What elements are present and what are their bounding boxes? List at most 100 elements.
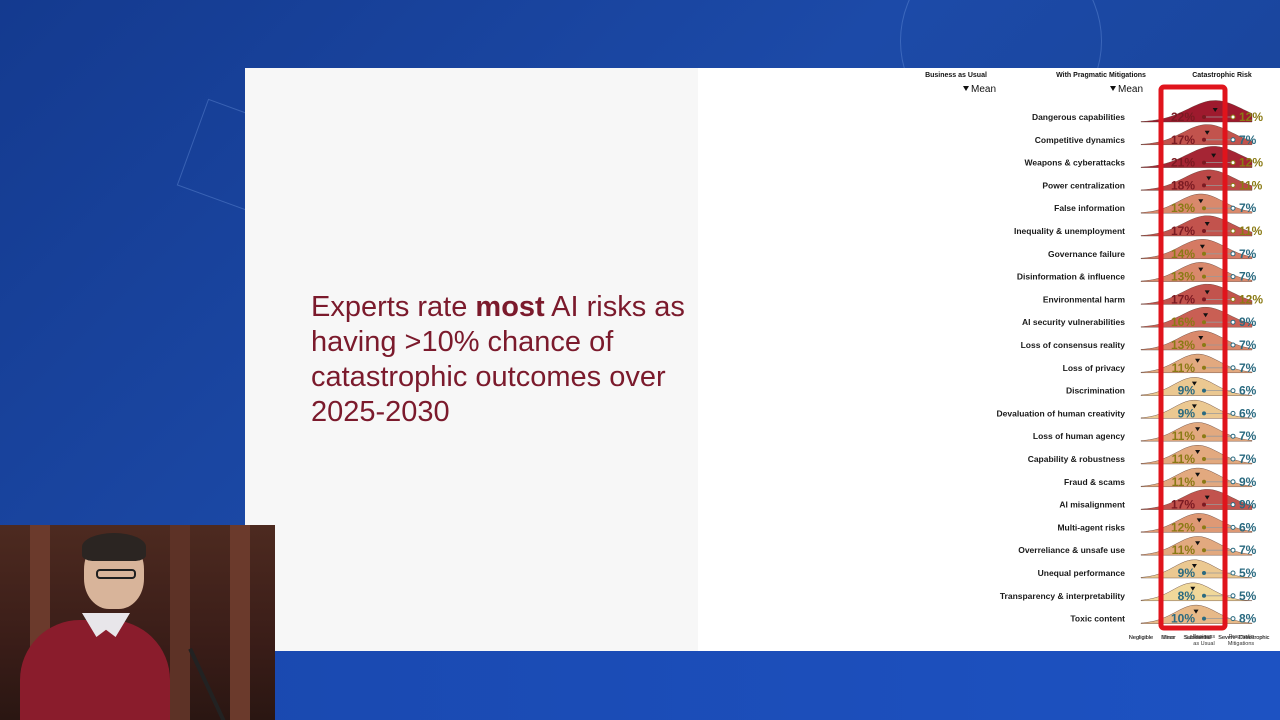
risk-value-bau-loss-of-privacy: 11% [1172, 361, 1196, 375]
risk-axis-label-mitigated: Pragmatic [1229, 634, 1254, 640]
risk-point-bau-power-centralization [1202, 183, 1206, 188]
row-label-capability-and-robustness: Capability & robustness [1028, 454, 1126, 464]
row-label-multi-agent-risks: Multi-agent risks [1057, 522, 1125, 532]
risk-point-mitigated-loss-of-privacy [1230, 365, 1236, 371]
ridge-bau-loss-of-consensus-reality [1140, 330, 1253, 351]
risk-value-mitigated-discrimination: 6% [1239, 384, 1257, 398]
ridgeline-chart: Business as Usual With Pragmatic Mitigati… [925, 72, 1270, 647]
risk-value-mitigated-inequality-and-unemployment: 11% [1239, 224, 1263, 238]
mean-marker-bau-devaluation-of-human-creativity [1191, 404, 1197, 409]
risk-value-bau-disinformation-and-influence: 13% [1171, 270, 1195, 284]
row-label-competitive-dynamics: Competitive dynamics [1035, 135, 1125, 145]
risk-point-bau-false-information [1202, 206, 1206, 211]
risk-point-bau-governance-failure [1202, 251, 1206, 256]
risk-point-mitigated-disinformation-and-influence [1230, 274, 1236, 280]
risk-value-bau-power-centralization: 18% [1171, 178, 1195, 192]
mean-marker-bau-governance-failure [1199, 244, 1205, 249]
risk-value-bau-dangerous-capabilities: 22% [1171, 110, 1195, 124]
risk-value-bau-governance-failure: 14% [1171, 247, 1195, 261]
curtain-fold [230, 525, 250, 720]
risk-point-bau-discrimination [1202, 388, 1206, 393]
row-label-toxic-content: Toxic content [1070, 614, 1125, 624]
risk-value-mitigated-governance-failure: 7% [1239, 247, 1257, 261]
headline-text-end: AI risks as having >10% chance of catast… [311, 291, 685, 428]
mean-marker-icon [963, 86, 969, 91]
ridgeline-chart-panel: Business as Usual With Pragmatic Mitigati… [698, 68, 1280, 651]
risk-point-mitigated-toxic-content [1230, 616, 1236, 622]
panel-header-business-as-usual: Business as Usual [925, 72, 987, 79]
ridge-bau-devaluation-of-human-creativity [1140, 400, 1253, 419]
risk-axis-label-bau: Business [1193, 634, 1216, 640]
ridge-bau-ai-security-vulnerabilities [1140, 306, 1253, 328]
mean-legend-label: Mean [1118, 84, 1143, 95]
risk-value-mitigated-multi-agent-risks: 6% [1239, 520, 1257, 534]
risk-point-bau-loss-of-consensus-reality [1202, 343, 1206, 347]
risk-value-mitigated-loss-of-consensus-reality: 7% [1239, 338, 1257, 352]
risk-value-mitigated-ai-security-vulnerabilities: 9% [1239, 315, 1257, 329]
headline-emphasis: most [475, 291, 545, 323]
risk-value-bau-inequality-and-unemployment: 17% [1171, 224, 1195, 238]
row-label-loss-of-privacy: Loss of privacy [1063, 363, 1126, 373]
mean-marker-bau-overreliance-and-unsafe-use [1195, 541, 1201, 546]
risk-value-mitigated-dangerous-capabilities: 12% [1239, 110, 1263, 124]
row-label-ai-security-vulnerabilities: AI security vulnerabilities [1022, 317, 1125, 327]
ridge-bau-loss-of-human-agency [1140, 422, 1253, 442]
ridge-bau-fraud-and-scams [1140, 467, 1253, 487]
mean-marker-bau-inequality-and-unemployment [1204, 222, 1210, 226]
ridge-bau-discrimination [1140, 377, 1253, 396]
risk-point-bau-weapons-and-cyberattacks [1202, 160, 1206, 165]
row-label-environmental-harm: Environmental harm [1043, 294, 1126, 304]
microphone [188, 647, 226, 720]
risk-value-bau-overreliance-and-unsafe-use: 11% [1172, 543, 1196, 557]
risk-point-mitigated-fraud-and-scams [1230, 479, 1236, 485]
risk-axis-label-bau: as Usual [1193, 641, 1214, 647]
risk-axis-label-mitigated: Mitigations [1228, 641, 1255, 647]
mean-marker-bau-weapons-and-cyberattacks [1211, 153, 1217, 158]
ridge-bau-competitive-dynamics [1140, 124, 1253, 145]
row-label-devaluation-of-human-creativity: Devaluation of human creativity [997, 408, 1126, 418]
risk-point-mitigated-weapons-and-cyberattacks [1230, 160, 1236, 166]
ridge-bau-disinformation-and-influence [1140, 262, 1253, 282]
mean-marker-bau-toxic-content [1193, 609, 1199, 614]
ridge-bau-unequal-performance [1140, 559, 1253, 579]
row-label-power-centralization: Power centralization [1042, 180, 1125, 190]
risk-value-mitigated-power-centralization: 11% [1239, 178, 1263, 192]
risk-point-bau-capability-and-robustness [1202, 457, 1206, 461]
row-label-disinformation-and-influence: Disinformation & influence [1017, 272, 1125, 282]
curtain-fold [170, 525, 190, 720]
risk-value-bau-discrimination: 9% [1178, 384, 1196, 398]
risk-value-mitigated-transparency-and-interpretability: 5% [1239, 589, 1257, 603]
row-label-discrimination: Discrimination [1066, 386, 1125, 396]
risk-point-mitigated-transparency-and-interpretability [1230, 593, 1236, 599]
risk-value-mitigated-fraud-and-scams: 9% [1239, 475, 1257, 489]
risk-point-bau-ai-misalignment [1202, 502, 1206, 507]
speaker-glasses [96, 569, 136, 579]
risk-point-mitigated-ai-security-vulnerabilities [1230, 319, 1236, 325]
risk-value-bau-false-information: 13% [1171, 201, 1195, 215]
risk-value-bau-toxic-content: 10% [1171, 612, 1195, 626]
mean-marker-bau-dangerous-capabilities [1212, 108, 1218, 112]
speaker-body [20, 620, 170, 720]
mean-marker-bau-fraud-and-scams [1195, 472, 1201, 477]
risk-point-bau-unequal-performance [1202, 571, 1206, 575]
risk-point-bau-fraud-and-scams [1202, 479, 1206, 484]
risk-value-bau-loss-of-human-agency: 11% [1172, 429, 1196, 443]
risk-point-mitigated-dangerous-capabilities [1230, 114, 1236, 120]
risk-value-mitigated-disinformation-and-influence: 7% [1239, 270, 1257, 284]
x-tick-bau-severe: Severe [1218, 635, 1235, 641]
row-label-loss-of-consensus-reality: Loss of consensus reality [1021, 340, 1126, 350]
row-label-inequality-and-unemployment: Inequality & unemployment [1014, 226, 1125, 236]
ridge-bau-overreliance-and-unsafe-use [1140, 536, 1253, 556]
risk-value-bau-capability-and-robustness: 11% [1172, 452, 1196, 466]
risk-point-mitigated-competitive-dynamics [1230, 137, 1236, 143]
ridge-bau-multi-agent-risks [1140, 513, 1253, 533]
risk-value-bau-multi-agent-risks: 12% [1171, 520, 1195, 534]
risk-point-bau-ai-security-vulnerabilities [1202, 320, 1206, 325]
risk-point-bau-transparency-and-interpretability [1202, 593, 1206, 598]
risk-point-bau-overreliance-and-unsafe-use [1202, 548, 1206, 553]
risk-point-bau-disinformation-and-influence [1202, 274, 1206, 279]
risk-point-mitigated-environmental-harm [1230, 296, 1236, 302]
mean-marker-bau-discrimination [1191, 381, 1197, 386]
risk-value-bau-ai-misalignment: 17% [1171, 498, 1195, 512]
ridge-bau-dangerous-capabilities [1140, 100, 1253, 123]
